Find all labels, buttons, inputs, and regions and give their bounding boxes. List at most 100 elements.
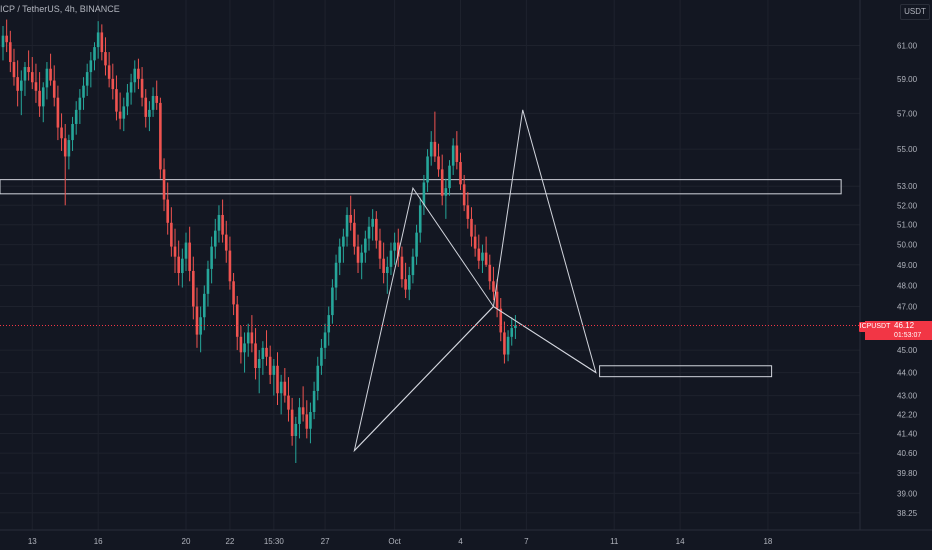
candle-body: [334, 262, 338, 288]
candle-body: [287, 395, 290, 410]
candle-body: [118, 111, 122, 119]
candle-body: [34, 82, 38, 91]
candle-body: [459, 161, 462, 185]
last-price-value: 46.12: [894, 321, 915, 330]
candle-body: [371, 218, 374, 227]
candle-body: [440, 169, 444, 196]
candle-body: [221, 214, 224, 235]
price-axis[interactable]: [860, 0, 932, 530]
candle-body: [181, 258, 184, 274]
candle-body: [338, 246, 342, 263]
harmonic-pattern-drawing[interactable]: [353, 109, 597, 453]
candle-body: [217, 214, 221, 231]
candle-body: [492, 281, 495, 292]
candle-body: [166, 199, 169, 223]
y-tick-label: 59.00: [897, 75, 918, 84]
candle-body: [1, 35, 5, 48]
candle-body: [378, 240, 382, 259]
y-tick-label: 49.00: [897, 261, 918, 270]
candle-body: [437, 156, 440, 170]
candle-body: [503, 332, 506, 355]
candle-body: [268, 356, 272, 375]
candle-body: [323, 332, 327, 348]
candle-body: [85, 72, 89, 86]
candle-body: [477, 248, 481, 261]
candle-body: [151, 95, 155, 110]
candle-body: [495, 291, 499, 309]
x-tick-label: 22: [225, 537, 234, 546]
y-tick-label: 53.00: [897, 182, 918, 191]
candle-body: [418, 205, 422, 233]
x-tick-label: Oct: [388, 537, 401, 546]
candle-body: [213, 230, 217, 247]
candle-body: [481, 252, 484, 261]
candle-body: [426, 156, 429, 183]
candle-body: [473, 236, 477, 249]
x-tick-label: 11: [610, 537, 619, 546]
y-tick-label: 47.00: [897, 303, 918, 312]
candle-body: [429, 141, 433, 157]
candle-body: [27, 67, 30, 73]
candle-body: [38, 90, 41, 107]
currency-unit-label[interactable]: USDT: [900, 4, 930, 20]
candle-body: [320, 347, 323, 366]
time-axis[interactable]: [0, 530, 932, 550]
y-tick-label: 61.00: [897, 41, 918, 50]
x-tick-labels: 13 16 20 22 15:30 27 Oct 4 7 11 14 18: [28, 537, 773, 546]
candle-body: [23, 67, 27, 81]
candle-body: [93, 47, 96, 61]
candle-body: [20, 80, 23, 91]
candle-body: [272, 365, 276, 375]
candle-body: [192, 270, 195, 307]
candle-body: [126, 92, 129, 107]
candle-body: [506, 336, 510, 355]
candle-body: [367, 226, 371, 239]
candle-body: [89, 60, 93, 73]
candle-body: [162, 169, 166, 200]
candle-body: [239, 336, 243, 353]
candle-body: [360, 252, 363, 263]
candle-body: [510, 328, 514, 337]
candle-body: [345, 214, 349, 237]
candle-body: [144, 97, 148, 117]
candle-body: [41, 87, 45, 107]
x-tick-label: 4: [458, 537, 463, 546]
candle-body: [104, 52, 107, 66]
candle-body: [327, 315, 331, 333]
candle-body: [210, 246, 213, 269]
y-tick-label: 39.00: [897, 489, 918, 498]
candle-body: [290, 409, 294, 436]
candle-body: [382, 258, 385, 274]
candles: [1, 19, 517, 464]
candle-body: [312, 390, 316, 413]
candle-body: [342, 236, 345, 247]
candle-body: [137, 68, 140, 79]
candle-body: [173, 246, 177, 257]
candle-body: [122, 106, 126, 119]
candle-body: [448, 165, 451, 189]
candle-body: [353, 222, 356, 247]
y-tick-label: 43.00: [897, 392, 918, 401]
x-tick-label: 27: [321, 537, 330, 546]
candle-body: [466, 205, 470, 219]
zones[interactable]: [0, 179, 842, 378]
candle-body: [279, 381, 283, 394]
candle-body: [389, 250, 393, 267]
candle-body: [199, 317, 202, 335]
candle-body: [375, 218, 378, 241]
candle-body: [407, 275, 411, 290]
candle-body: [184, 242, 188, 259]
candle-body: [12, 62, 16, 78]
candle-body: [177, 256, 180, 274]
candle-body: [298, 407, 301, 424]
x-tick-label: 13: [28, 537, 37, 546]
y-tick-label: 57.00: [897, 109, 918, 118]
candle-body: [30, 72, 34, 83]
candle-body: [96, 32, 100, 48]
candle-body: [422, 182, 426, 206]
candle-body: [254, 343, 257, 369]
x-tick-label: 20: [182, 537, 191, 546]
pattern-leg-xb: [354, 306, 494, 451]
